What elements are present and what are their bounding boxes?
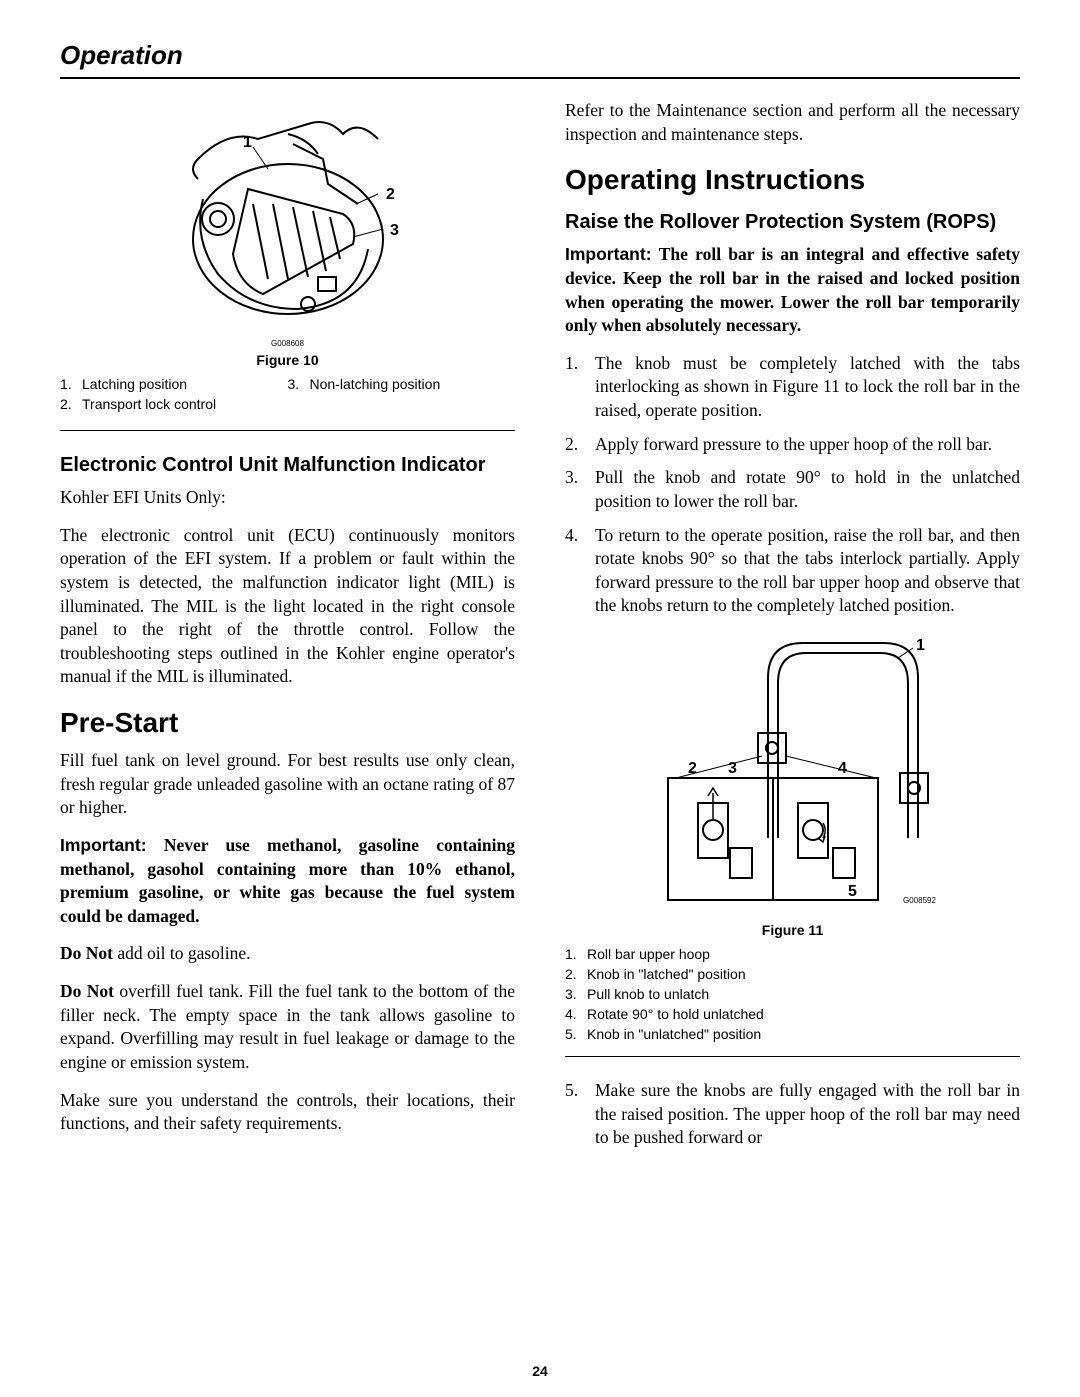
figure-10: 1 2 3 G008608 Figure 10: [60, 109, 515, 368]
left-column: 1 2 3 G008608 Figure 10 1. Latching posi…: [60, 99, 515, 1160]
legend-num: 2.: [565, 966, 587, 982]
legend-item: 2. Transport lock control: [60, 396, 288, 412]
fig10-callout-1: 1: [243, 134, 252, 151]
list-item: Pull the knob and rotate 90° to hold in …: [565, 466, 1020, 513]
fig11-callout-4: 4: [838, 760, 847, 777]
fig11-callout-1: 1: [916, 637, 925, 654]
page: Operation: [0, 0, 1080, 1397]
donot-rest: overfill fuel tank. Fill the fuel tank t…: [60, 981, 515, 1072]
fig10-callout-2: 2: [386, 186, 395, 203]
figure-11-caption: Figure 11: [565, 922, 1020, 938]
figure-10-svg: 1 2 3: [158, 109, 418, 339]
legend-text: Rotate 90° to hold unlatched: [587, 1006, 1020, 1022]
two-column-layout: 1 2 3 G008608 Figure 10 1. Latching posi…: [60, 99, 1020, 1160]
donot-label: Do Not: [60, 943, 113, 963]
legend-item: 3. Pull knob to unlatch: [565, 986, 1020, 1002]
figure-10-caption: Figure 10: [60, 352, 515, 368]
fig11-callout-2: 2: [688, 760, 697, 777]
legend-item: 5. Knob in "unlatched" position: [565, 1026, 1020, 1042]
rops-steps-cont: Make sure the knobs are fully engaged wi…: [565, 1079, 1020, 1150]
ecu-heading: Electronic Control Unit Malfunction Indi…: [60, 453, 515, 478]
legend-text: Knob in "unlatched" position: [587, 1026, 1020, 1042]
ecu-subtitle: Kohler EFI Units Only:: [60, 486, 515, 510]
important-label: Important:: [60, 835, 147, 855]
donot-2: Do Not overfill fuel tank. Fill the fuel…: [60, 980, 515, 1075]
figure-11: 1 2 3 4 5 G008592 Figure 11: [565, 628, 1020, 938]
figure-10-code: G008608: [60, 339, 515, 348]
fig10-callout-3: 3: [390, 222, 399, 239]
prestart-important: Important: Never use methanol, gasoline …: [60, 834, 515, 929]
list-item: The knob must be completely latched with…: [565, 352, 1020, 423]
list-item: Make sure the knobs are fully engaged wi…: [565, 1079, 1020, 1150]
donot-rest: add oil to gasoline.: [113, 943, 251, 963]
legend-num: 2.: [60, 396, 82, 412]
legend-num: 1.: [60, 376, 82, 392]
donot-1: Do Not add oil to gasoline.: [60, 942, 515, 966]
page-number: 24: [0, 1363, 1080, 1379]
legend-text: Pull knob to unlatch: [587, 986, 1020, 1002]
figure-11-code: G008592: [903, 896, 936, 905]
prestart-p1: Fill fuel tank on level ground. For best…: [60, 749, 515, 820]
legend-item: 4. Rotate 90° to hold unlatched: [565, 1006, 1020, 1022]
prestart-heading: Pre-Start: [60, 707, 515, 739]
important-label: Important:: [565, 244, 652, 264]
figure-11-legend: 1. Roll bar upper hoop 2. Knob in "latch…: [565, 946, 1020, 1042]
legend-num: 4.: [565, 1006, 587, 1022]
rops-important: Important: The roll bar is an integral a…: [565, 243, 1020, 338]
rops-heading: Raise the Rollover Protection System (RO…: [565, 210, 1020, 235]
operating-instructions-heading: Operating Instructions: [565, 164, 1020, 196]
legend-item: 2. Knob in "latched" position: [565, 966, 1020, 982]
figure-11-svg: 1 2 3 4 5 G008592: [628, 628, 958, 918]
right-p0: Refer to the Maintenance section and per…: [565, 99, 1020, 146]
legend-text: Roll bar upper hoop: [587, 946, 1020, 962]
fig11-callout-5: 5: [848, 883, 857, 900]
controls-p: Make sure you understand the controls, t…: [60, 1089, 515, 1136]
ecu-body: The electronic control unit (ECU) contin…: [60, 524, 515, 689]
rops-steps: The knob must be completely latched with…: [565, 352, 1020, 618]
list-item: Apply forward pressure to the upper hoop…: [565, 433, 1020, 457]
fig11-callout-3: 3: [728, 760, 737, 777]
list-item: To return to the operate position, raise…: [565, 524, 1020, 619]
legend-item: 3. Non-latching position: [288, 376, 516, 392]
legend-text: Latching position: [82, 376, 288, 392]
legend-num: 5.: [565, 1026, 587, 1042]
legend-text: Transport lock control: [82, 396, 288, 412]
legend-item: 1. Roll bar upper hoop: [565, 946, 1020, 962]
donot-label: Do Not: [60, 981, 114, 1001]
legend-text: Knob in "latched" position: [587, 966, 1020, 982]
right-column: Refer to the Maintenance section and per…: [565, 99, 1020, 1160]
divider: [60, 430, 515, 431]
legend-num: 3.: [565, 986, 587, 1002]
legend-text: Non-latching position: [310, 376, 516, 392]
legend-num: 1.: [565, 946, 587, 962]
page-header: Operation: [60, 40, 1020, 79]
figure-10-legend: 1. Latching position 2. Transport lock c…: [60, 376, 515, 416]
legend-item: 1. Latching position: [60, 376, 288, 392]
divider: [565, 1056, 1020, 1057]
legend-num: 3.: [288, 376, 310, 392]
